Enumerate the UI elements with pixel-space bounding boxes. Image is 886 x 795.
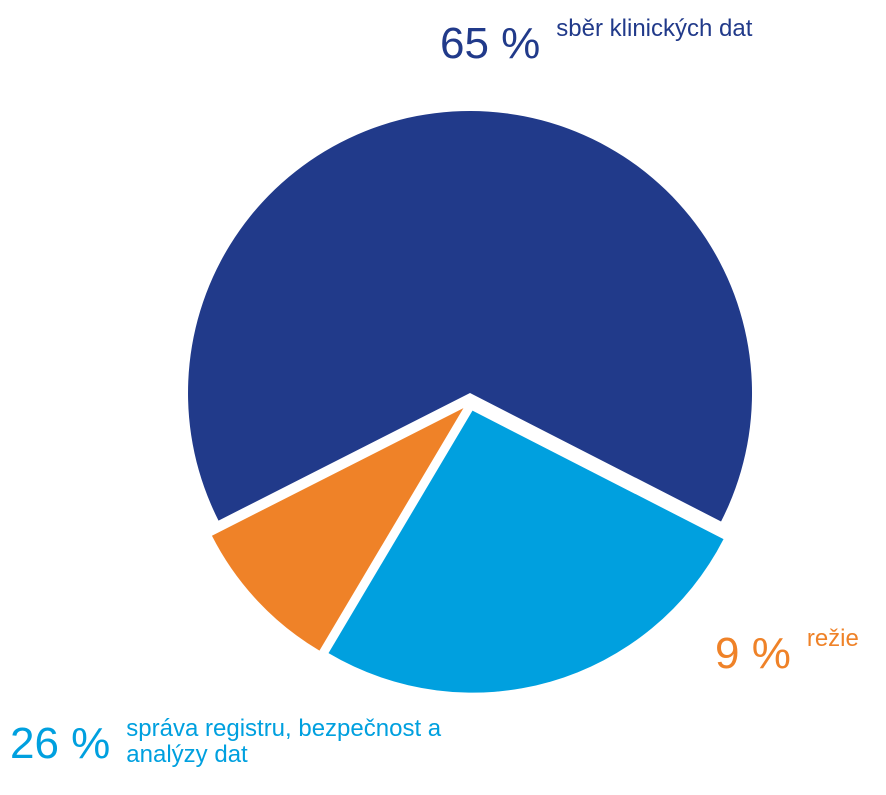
value-label: 65 % [440,19,541,68]
category-label: správa registru, bezpečnost a analýzy da… [126,715,442,768]
slice-label: 26 % správa registru, bezpečnost a analýz… [10,716,476,768]
pie-slice [211,408,464,651]
slice-label: 9 % režie [715,626,859,678]
value-label: 9 % [715,629,791,678]
slice-label: 65 % sběr klinických dat [440,16,752,68]
pie-slice [328,410,724,693]
value-label: 26 % [10,719,111,768]
category-label: režie [806,625,859,652]
category-label: sběr klinických dat [556,15,753,42]
pie-slice [188,111,753,522]
